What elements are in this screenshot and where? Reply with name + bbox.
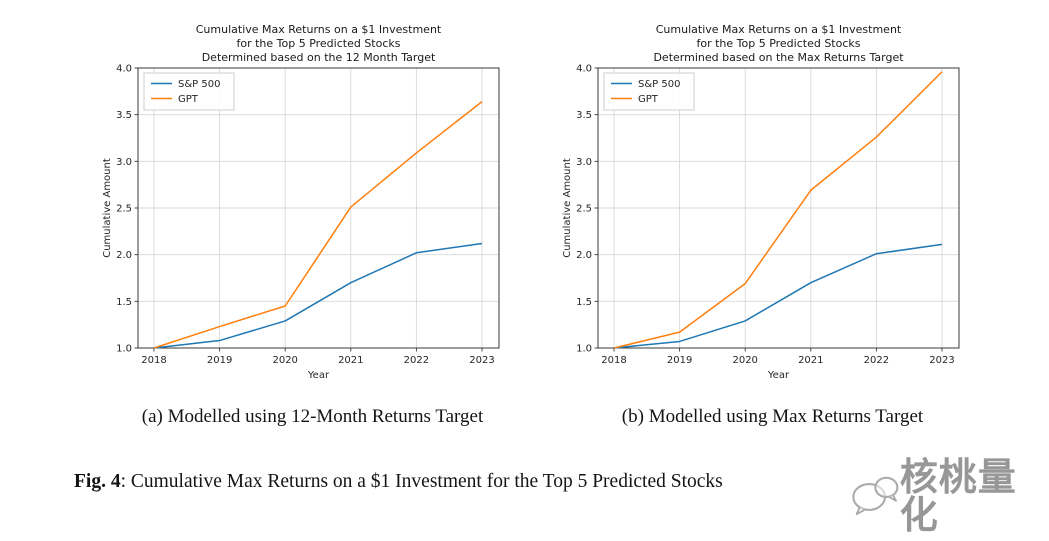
line-chart-max-returns-target: 2018 2019 2020 2021 2022 2023 1.0 1.5 2.0 2.5 3.0 3…	[560, 20, 965, 382]
svg-text:1.5: 1.5	[116, 297, 132, 308]
svg-text:for the Top 5 Predicted Stocks: for the Top 5 Predicted Stocks	[236, 37, 400, 50]
svg-text:1.0: 1.0	[576, 344, 592, 355]
svg-text:2.5: 2.5	[116, 204, 132, 215]
axis-ticks: 2018 2019 2020 2021 2022 2023 1.0 1.5 2.0 2.5 3.0 3…	[576, 64, 955, 367]
series-line-s-p-500	[613, 243, 943, 349]
wechat-chat-bubbles-icon	[852, 476, 899, 516]
svg-text:S&P 500: S&P 500	[178, 79, 220, 90]
svg-text:Determined based on the Max Re: Determined based on the Max Returns Targ…	[653, 51, 904, 64]
figure-panels: 2018 2019 2020 2021 2022 2023 1.0 1.5 2.0 2.5 3.0 3…	[100, 20, 965, 382]
legend: S&P 500 GPT	[143, 72, 235, 111]
svg-text:2018: 2018	[141, 355, 166, 366]
svg-text:2020: 2020	[272, 355, 297, 366]
svg-text:2022: 2022	[864, 355, 889, 366]
y-axis-label: Cumulative Amount	[102, 158, 113, 258]
figure-caption: Fig. 4: Cumulative Max Returns on a $1 I…	[74, 471, 723, 493]
y-axis-label: Cumulative Amount	[562, 158, 573, 258]
x-axis-label: Year	[767, 370, 790, 381]
subcaption-row: (a) Modelled using 12-Month Returns Targ…	[85, 406, 980, 428]
figure-caption-text: : Cumulative Max Returns on a $1 Investm…	[120, 471, 723, 492]
svg-text:2.0: 2.0	[576, 250, 592, 261]
line-chart-12-month-target: 2018 2019 2020 2021 2022 2023 1.0 1.5 2.0 2.5 3.0 3…	[100, 20, 505, 382]
svg-text:2019: 2019	[667, 355, 692, 366]
svg-text:2018: 2018	[601, 355, 626, 366]
svg-text:2.0: 2.0	[116, 250, 132, 261]
grid-lines	[138, 67, 499, 349]
subcaption-b: (b) Modelled using Max Returns Target	[621, 406, 924, 427]
svg-text:1.0: 1.0	[116, 344, 132, 355]
legend: S&P 500 GPT	[603, 72, 695, 111]
svg-text:2023: 2023	[929, 355, 954, 366]
svg-text:2021: 2021	[798, 355, 823, 366]
svg-text:1.5: 1.5	[576, 297, 592, 308]
series-line-s-p-500	[153, 242, 483, 349]
svg-text:Determined based on the 12 Mon: Determined based on the 12 Month Target	[202, 51, 436, 64]
svg-text:2022: 2022	[404, 355, 429, 366]
svg-text:2019: 2019	[207, 355, 232, 366]
series-line-gpt	[613, 71, 943, 349]
subcaption-a: (a) Modelled using 12-Month Returns Targ…	[141, 406, 484, 427]
x-axis-label: Year	[307, 370, 330, 381]
svg-text:2021: 2021	[338, 355, 363, 366]
svg-text:3.0: 3.0	[576, 157, 592, 168]
figure-caption-label: Fig. 4	[74, 471, 121, 492]
svg-text:Cumulative Max Returns on a $1: Cumulative Max Returns on a $1 Investmen…	[656, 23, 902, 36]
watermark-text: 核桃量化	[899, 455, 1017, 537]
svg-text:4.0: 4.0	[576, 64, 592, 75]
svg-text:2.5: 2.5	[576, 204, 592, 215]
chart-panel-a: 2018 2019 2020 2021 2022 2023 1.0 1.5 2.0 2.5 3.0 3…	[100, 20, 505, 382]
svg-text:S&P 500: S&P 500	[638, 79, 680, 90]
svg-text:2020: 2020	[732, 355, 757, 366]
svg-text:3.5: 3.5	[116, 110, 132, 121]
watermark: 核桃量化	[850, 458, 1049, 534]
axis-ticks: 2018 2019 2020 2021 2022 2023 1.0 1.5 2.0 2.5 3.0 3…	[116, 64, 495, 367]
svg-text:4.0: 4.0	[116, 64, 132, 75]
svg-text:3.5: 3.5	[576, 110, 592, 121]
svg-text:for the Top 5 Predicted Stocks: for the Top 5 Predicted Stocks	[696, 37, 860, 50]
series-line-gpt	[153, 101, 483, 349]
chart-panel-b: 2018 2019 2020 2021 2022 2023 1.0 1.5 2.0 2.5 3.0 3…	[560, 20, 965, 382]
chart-title: Cumulative Max Returns on a $1 Investmen…	[653, 23, 904, 64]
svg-text:Cumulative Max Returns on a $1: Cumulative Max Returns on a $1 Investmen…	[196, 23, 442, 36]
svg-text:GPT: GPT	[638, 94, 659, 105]
svg-text:3.0: 3.0	[116, 157, 132, 168]
svg-text:2023: 2023	[469, 355, 494, 366]
chart-title: Cumulative Max Returns on a $1 Investmen…	[196, 23, 442, 64]
svg-text:GPT: GPT	[178, 94, 199, 105]
